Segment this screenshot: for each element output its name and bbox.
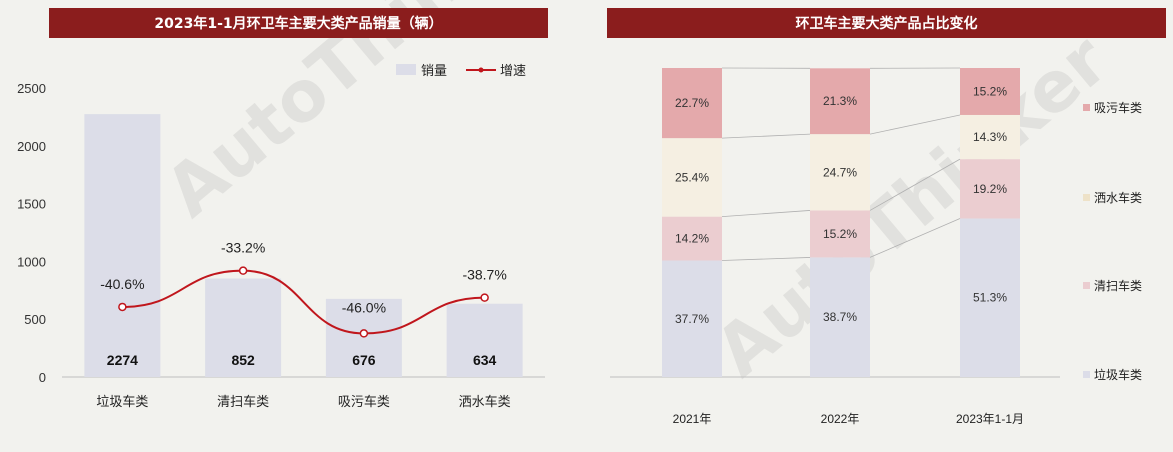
share-chart-title: 环卫车主要大类产品占比变化 (607, 8, 1166, 38)
y-tick-label: 2000 (17, 139, 46, 154)
stacked-segment (810, 257, 870, 377)
x-tick-label: 洒水车类 (459, 394, 511, 409)
legend-swatch (1083, 194, 1090, 201)
share-chart-svg: 37.7% 38.7% 51.3% 14.2% 15.2% 19.2% 25.4% 24.7%… (610, 67, 1142, 426)
stacked-segment (960, 218, 1020, 377)
series-connector-line (721, 133, 811, 139)
bar-value-label: 634 (473, 352, 497, 368)
bar-sales (84, 114, 161, 377)
bar-sales (325, 298, 402, 377)
stacked-segment (960, 159, 1020, 219)
segment-value-label: 51.3% (973, 291, 1007, 305)
growth-rate-label: -46.0% (342, 299, 386, 315)
segment-value-label: 25.4% (675, 170, 709, 184)
growth-rate-point (359, 329, 369, 338)
stacked-segment (960, 114, 1020, 160)
growth-rate-label: -38.7% (462, 267, 506, 283)
growth-rate-point (238, 266, 248, 275)
x-tick-label: 2023年1-1月 (956, 412, 1024, 426)
growth-rate-label: -33.2% (221, 240, 265, 256)
segment-value-label: 14.2% (675, 232, 709, 246)
series-connector-line (721, 257, 811, 261)
y-tick-label: 1000 (17, 254, 46, 269)
segment-value-label: 14.3% (973, 130, 1007, 144)
legend-label: 垃圾车类 (1094, 367, 1142, 382)
stacked-segment (662, 138, 722, 217)
segment-value-label: 37.7% (675, 312, 709, 326)
stacked-segment (960, 68, 1020, 115)
legend-label: 洒水车类 (1094, 190, 1142, 205)
bar-sales (446, 303, 523, 377)
sales-chart-svg: 0 500 1000 1500 2000 2500 2274 垃圾车类 852 清扫车类 676 吸污… (17, 63, 545, 409)
bar-sales (205, 278, 282, 377)
stacked-segment (662, 68, 722, 139)
growth-rate-point (480, 293, 489, 302)
growth-rate-point (118, 302, 127, 312)
legend-label: 清扫车类 (1094, 278, 1142, 293)
y-tick-label: 500 (24, 312, 46, 327)
x-tick-label: 清扫车类 (217, 394, 269, 409)
segment-value-label: 24.7% (823, 165, 857, 179)
series-connector-line (869, 158, 961, 211)
segment-value-label: 21.3% (823, 94, 857, 108)
x-tick-label: 吸污车类 (338, 394, 390, 409)
series-connector-line (721, 210, 811, 218)
stacked-segment (810, 134, 870, 211)
growth-rate-line (122, 269, 485, 335)
segment-value-label: 15.2% (973, 84, 1007, 98)
x-tick-label: 垃圾车类 (96, 394, 148, 409)
stacked-segment (662, 216, 722, 261)
x-tick-label: 2022年 (821, 412, 860, 426)
segment-value-label: 19.2% (973, 182, 1007, 196)
series-connector-line (869, 114, 961, 135)
y-tick-label: 2500 (17, 81, 46, 96)
segment-value-label: 38.7% (823, 310, 857, 324)
sales-chart-title: 2023年1-1月环卫车主要大类产品销量（辆） (49, 8, 548, 38)
x-tick-label: 2021年 (673, 412, 712, 426)
segment-value-label: 15.2% (823, 227, 857, 241)
stacked-segment (810, 68, 870, 135)
growth-rate-label: -40.6% (100, 276, 144, 292)
legend-swatch (1083, 371, 1090, 378)
share-change-chart-panel: 环卫车主要大类产品占比变化 37.7% 38.7% 51.3% 14.2% 15.2% 1… (590, 0, 1173, 452)
stacked-segment (810, 210, 870, 258)
segment-value-label: 22.7% (675, 96, 709, 110)
series-connector-line (869, 218, 961, 258)
legend-swatch-sales (396, 64, 416, 75)
legend-label-sales: 销量 (421, 63, 447, 78)
legend-label-growth: 增速 (500, 63, 526, 78)
y-tick-label: 0 (39, 370, 46, 385)
legend-marker-growth (478, 67, 484, 73)
legend-swatch (1083, 282, 1090, 289)
bar-value-label: 676 (352, 352, 376, 368)
legend-swatch (1083, 104, 1090, 111)
y-tick-label: 1500 (17, 197, 46, 212)
sales-volume-chart-panel: 2023年1-1月环卫车主要大类产品销量（辆） 0 500 1000 1500 2000… (0, 0, 580, 452)
stacked-segment (662, 260, 722, 377)
bar-value-label: 2274 (107, 352, 138, 368)
legend-label: 吸污车类 (1094, 100, 1142, 115)
bar-value-label: 852 (231, 352, 255, 368)
